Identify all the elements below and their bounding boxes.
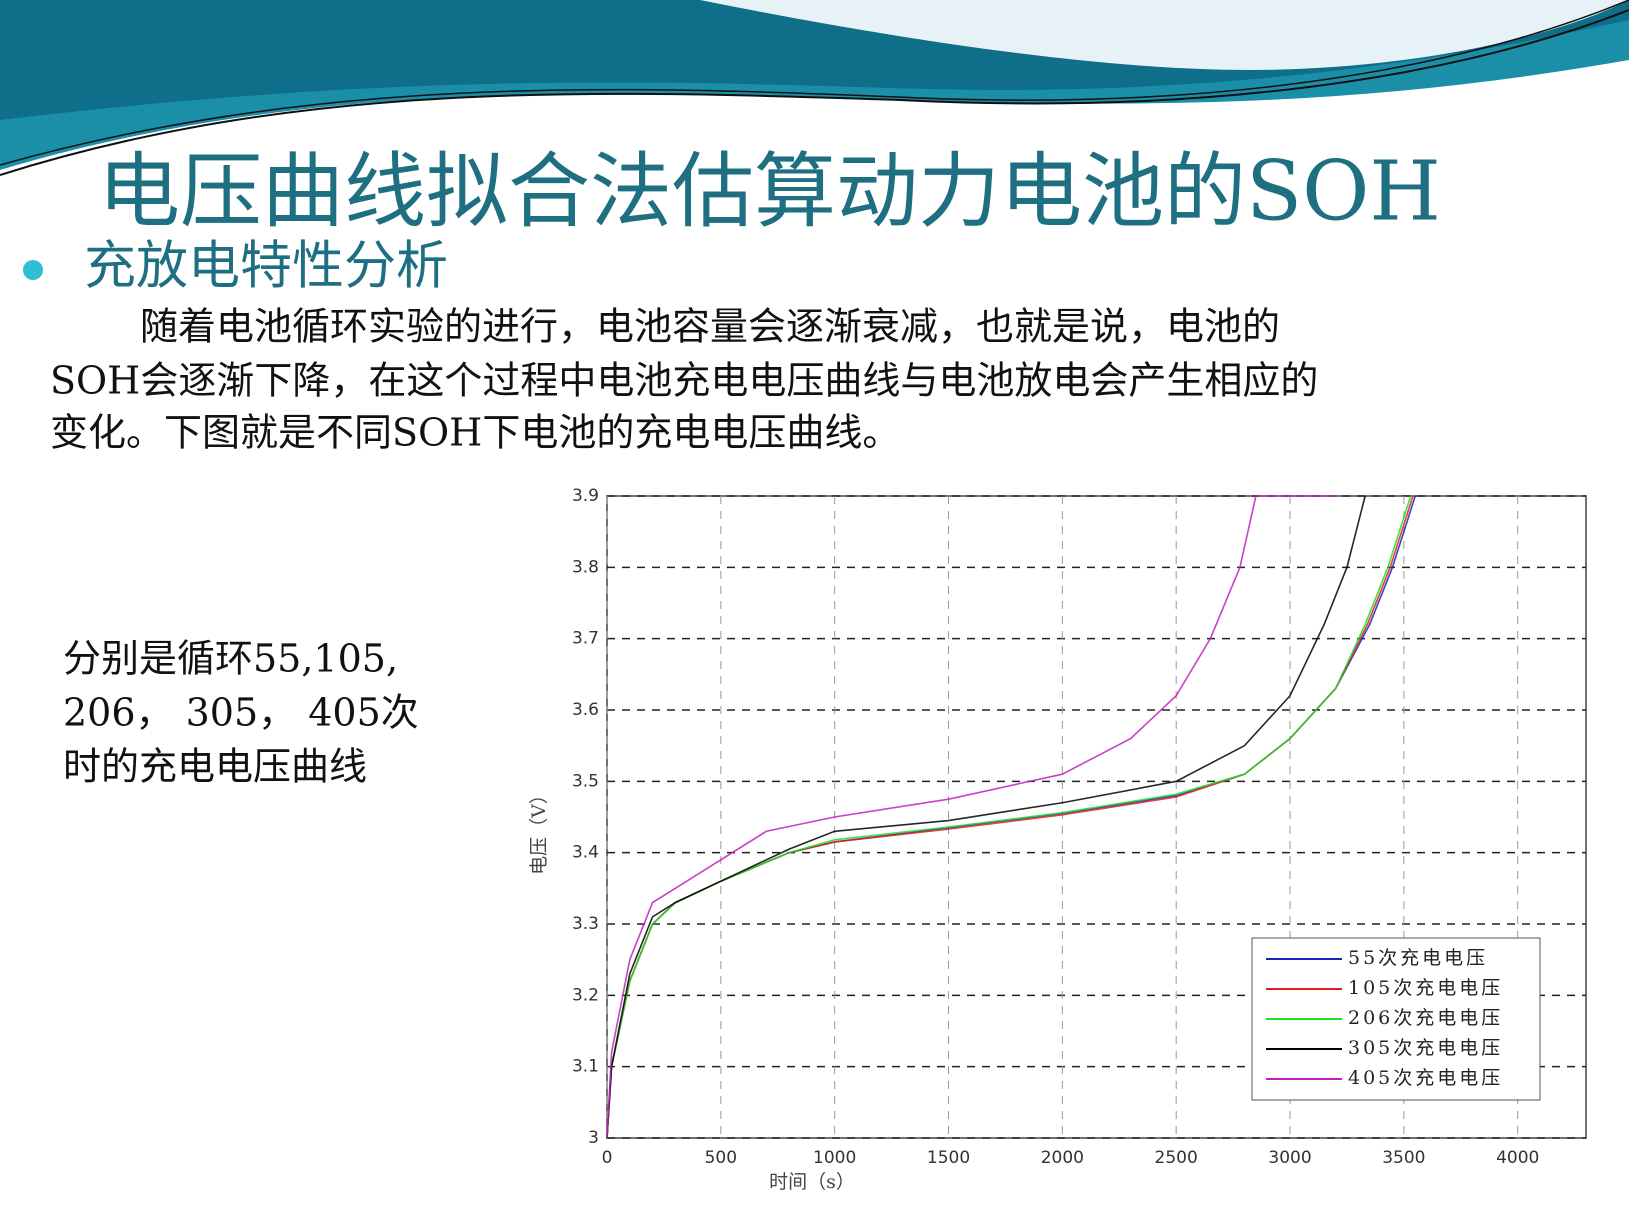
y-tick-label: 3.3 [572,914,599,934]
y-tick-label: 3.4 [572,843,599,863]
legend-label: 305次充电电压 [1348,1037,1503,1059]
slide-title: 电压曲线拟合法估算动力电池的SOH [98,145,1441,240]
y-tick-label: 3.6 [572,700,599,720]
header-decoration [0,0,1629,176]
y-tick-label: 3.1 [572,1057,599,1077]
series-line [606,495,1412,1139]
x-tick-label: 3000 [1268,1148,1311,1168]
y-tick-label: 3.5 [572,771,599,791]
y-tick-label: 3.2 [572,985,599,1005]
bullet-dot [23,260,43,280]
series-line [606,495,1336,1139]
x-tick-label: 2500 [1155,1148,1198,1168]
x-tick-label: 0 [602,1148,613,1168]
side-text: 时的充电电压曲线 [63,745,367,789]
x-axis-label: 时间（s） [769,1171,855,1193]
x-tick-label: 1000 [813,1148,856,1168]
y-tick-label: 3.9 [572,486,599,506]
paragraph-line: SOH会逐渐下降，在这个过程中电池充电电压曲线与电池放电会产生相应的 [50,359,1318,403]
side-text: 分别是循环55,105, [63,637,398,681]
x-tick-label: 3500 [1382,1148,1425,1168]
y-tick-label: 3 [588,1128,599,1148]
y-axis-label: 电压（V） [528,785,550,875]
x-tick-label: 500 [705,1148,737,1168]
legend-label: 206次充电电压 [1348,1007,1503,1029]
legend-label: 105次充电电压 [1348,977,1503,999]
series-line [606,495,1366,1139]
legend-label: 405次充电电压 [1348,1067,1503,1089]
y-tick-label: 3.8 [572,557,599,577]
x-tick-label: 1500 [927,1148,970,1168]
y-tick-label: 3.7 [572,629,599,649]
paragraph-line: 变化。下图就是不同SOH下电池的充电电压曲线。 [50,411,900,455]
x-tick-label: 4000 [1496,1148,1539,1168]
paragraph-line: 随着电池循环实验的进行，电池容量会逐渐衰减，也就是说，电池的 [140,305,1280,349]
bullet-text: 充放电特性分析 [84,237,448,297]
legend-label: 55次充电电压 [1348,947,1488,969]
x-tick-label: 2000 [1041,1148,1084,1168]
side-text: 206， 305， 405次 [63,691,419,735]
